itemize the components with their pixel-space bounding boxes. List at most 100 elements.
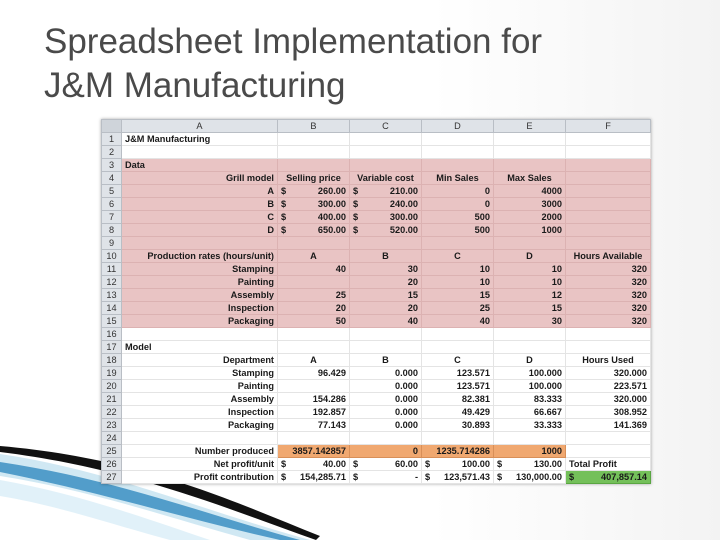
column-header-a[interactable]: A xyxy=(121,119,278,133)
row-header[interactable]: 6 xyxy=(101,197,122,211)
cell[interactable] xyxy=(565,171,651,185)
cell-a25[interactable]: Number produced xyxy=(121,444,278,458)
cell-f26[interactable]: Total Profit xyxy=(565,457,651,471)
cell-e22[interactable]: 66.667 xyxy=(493,405,566,419)
cell-d23[interactable]: 30.893 xyxy=(421,418,494,432)
cell-c27[interactable]: $ - xyxy=(349,470,422,484)
cell-d10[interactable]: C xyxy=(421,249,494,263)
decision-cell-b25[interactable]: 3857.142857 xyxy=(277,444,350,458)
cell[interactable] xyxy=(493,145,566,159)
cell[interactable] xyxy=(565,327,651,341)
cell-a26[interactable]: Net profit/unit xyxy=(121,457,278,471)
cell-a3[interactable]: Data xyxy=(121,158,278,172)
column-header-c[interactable]: C xyxy=(349,119,422,133)
cell-e20[interactable]: 100.000 xyxy=(493,379,566,393)
cell-c18[interactable]: B xyxy=(349,353,422,367)
cell[interactable] xyxy=(349,158,422,172)
cell[interactable] xyxy=(493,132,566,146)
cell-b27[interactable]: $154,285.71 xyxy=(277,470,350,484)
cell-c5[interactable]: $210.00 xyxy=(349,184,422,198)
cell[interactable] xyxy=(493,236,566,250)
cell-a19[interactable]: Stamping xyxy=(121,366,278,380)
cell-e11[interactable]: 10 xyxy=(493,262,566,276)
cell-a8[interactable]: D xyxy=(121,223,278,237)
cell[interactable] xyxy=(493,431,566,445)
cell-e26[interactable]: $130.00 xyxy=(493,457,566,471)
cell-d12[interactable]: 10 xyxy=(421,275,494,289)
cell[interactable] xyxy=(565,197,651,211)
row-header[interactable]: 21 xyxy=(101,392,122,406)
cell-e14[interactable]: 15 xyxy=(493,301,566,315)
cell-e15[interactable]: 30 xyxy=(493,314,566,328)
row-header[interactable]: 14 xyxy=(101,301,122,315)
cell-b22[interactable]: 192.857 xyxy=(277,405,350,419)
cell-a1[interactable]: J&M Manufacturing xyxy=(121,132,278,146)
cell-e12[interactable]: 10 xyxy=(493,275,566,289)
cell-e21[interactable]: 83.333 xyxy=(493,392,566,406)
column-header-b[interactable]: B xyxy=(277,119,350,133)
cell-b21[interactable]: 154.286 xyxy=(277,392,350,406)
cell-c19[interactable]: 0.000 xyxy=(349,366,422,380)
row-header[interactable]: 5 xyxy=(101,184,122,198)
cell-c21[interactable]: 0.000 xyxy=(349,392,422,406)
cell-b7[interactable]: $400.00 xyxy=(277,210,350,224)
cell[interactable] xyxy=(565,431,651,445)
cell-d6[interactable]: 0 xyxy=(421,197,494,211)
cell-a10[interactable]: Production rates (hours/unit) xyxy=(121,249,278,263)
cell-d5[interactable]: 0 xyxy=(421,184,494,198)
row-header[interactable]: 19 xyxy=(101,366,122,380)
row-header[interactable]: 1 xyxy=(101,132,122,146)
cell-b14[interactable]: 20 xyxy=(277,301,350,315)
cell[interactable] xyxy=(277,132,350,146)
cell[interactable] xyxy=(121,236,278,250)
cell-c13[interactable]: 15 xyxy=(349,288,422,302)
cell[interactable] xyxy=(493,327,566,341)
cell-e23[interactable]: 33.333 xyxy=(493,418,566,432)
cell-c23[interactable]: 0.000 xyxy=(349,418,422,432)
cell-d7[interactable]: 500 xyxy=(421,210,494,224)
cell-c22[interactable]: 0.000 xyxy=(349,405,422,419)
cell-c26[interactable]: $60.00 xyxy=(349,457,422,471)
cell-b15[interactable]: 50 xyxy=(277,314,350,328)
cell[interactable] xyxy=(565,145,651,159)
cell-b4[interactable]: Selling price xyxy=(277,171,350,185)
cell-b19[interactable]: 96.429 xyxy=(277,366,350,380)
row-header[interactable]: 23 xyxy=(101,418,122,432)
cell-e4[interactable]: Max Sales xyxy=(493,171,566,185)
cell[interactable] xyxy=(349,431,422,445)
cell[interactable] xyxy=(493,340,566,354)
cell-e19[interactable]: 100.000 xyxy=(493,366,566,380)
cell-d22[interactable]: 49.429 xyxy=(421,405,494,419)
cell-e7[interactable]: 2000 xyxy=(493,210,566,224)
decision-cell-c25[interactable]: 0 xyxy=(349,444,422,458)
cell-a21[interactable]: Assembly xyxy=(121,392,278,406)
cell-f11[interactable]: 320 xyxy=(565,262,651,276)
cell-d26[interactable]: $100.00 xyxy=(421,457,494,471)
cell-f14[interactable]: 320 xyxy=(565,301,651,315)
cell[interactable] xyxy=(277,158,350,172)
cell-c11[interactable]: 30 xyxy=(349,262,422,276)
cell[interactable] xyxy=(277,236,350,250)
cell[interactable] xyxy=(349,340,422,354)
cell[interactable] xyxy=(565,132,651,146)
cell[interactable] xyxy=(277,340,350,354)
cell-a22[interactable]: Inspection xyxy=(121,405,278,419)
cell[interactable] xyxy=(421,431,494,445)
row-header[interactable]: 11 xyxy=(101,262,122,276)
cell[interactable] xyxy=(349,236,422,250)
cell-a14[interactable]: Inspection xyxy=(121,301,278,315)
cell-c4[interactable]: Variable cost xyxy=(349,171,422,185)
row-header[interactable]: 7 xyxy=(101,210,122,224)
cell-f22[interactable]: 308.952 xyxy=(565,405,651,419)
cell-a7[interactable]: C xyxy=(121,210,278,224)
cell-c14[interactable]: 20 xyxy=(349,301,422,315)
cell[interactable] xyxy=(277,145,350,159)
cell[interactable] xyxy=(349,132,422,146)
cell[interactable] xyxy=(565,236,651,250)
cell-c10[interactable]: B xyxy=(349,249,422,263)
cell-f18[interactable]: Hours Used xyxy=(565,353,651,367)
cell-a4[interactable]: Grill model xyxy=(121,171,278,185)
row-header[interactable]: 17 xyxy=(101,340,122,354)
cell[interactable] xyxy=(493,158,566,172)
cell[interactable] xyxy=(565,184,651,198)
